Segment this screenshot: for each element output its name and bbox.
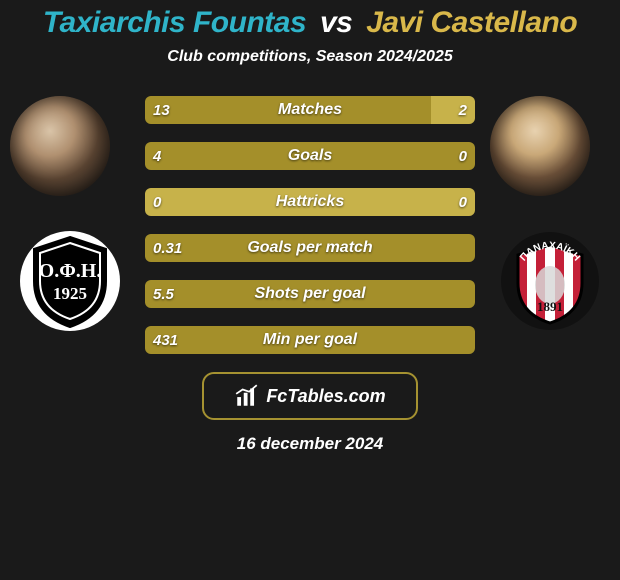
stat-value-right <box>459 326 475 354</box>
stat-value-left: 5.5 <box>145 280 182 308</box>
stat-label: Min per goal <box>145 326 475 354</box>
stat-label: Hattricks <box>145 188 475 216</box>
comparison-title: Taxiarchis Fountas vs Javi Castellano <box>0 0 620 40</box>
stat-value-right: 0 <box>451 188 475 216</box>
stat-value-right <box>459 280 475 308</box>
stat-row: Matches13 2 <box>145 96 475 124</box>
stat-value-right: 0 <box>451 142 475 170</box>
club-left-badge: Ο.Φ.Η. 1925 <box>20 231 120 331</box>
stat-value-left: 431 <box>145 326 186 354</box>
club-left-letters: Ο.Φ.Η. <box>39 260 102 282</box>
stat-value-right <box>459 234 475 262</box>
player-right-avatar <box>490 96 590 196</box>
stat-row: Min per goal431 <box>145 326 475 354</box>
stat-value-right: 2 <box>451 96 475 124</box>
player-left-avatar <box>10 96 110 196</box>
vs-separator: vs <box>320 6 352 39</box>
player-left-name: Taxiarchis Fountas <box>43 6 306 39</box>
source-brand-text: FcTables.com <box>266 386 385 407</box>
stat-bars: Matches132Goals40Hattricks00Goals per ma… <box>145 96 475 354</box>
stat-value-left: 0 <box>145 188 169 216</box>
snapshot-date: 16 december 2024 <box>0 434 620 454</box>
stat-label: Goals per match <box>145 234 475 262</box>
club-left-year: 1925 <box>53 284 87 303</box>
club-left-shield-icon: Ο.Φ.Η. 1925 <box>20 231 120 331</box>
chart-icon <box>234 383 260 409</box>
stat-label: Matches <box>145 96 475 124</box>
player-right-name: Javi Castellano <box>366 6 577 39</box>
stat-row: Hattricks0 0 <box>145 188 475 216</box>
stat-value-left: 0.31 <box>145 234 190 262</box>
club-right-year: 1891 <box>537 299 563 314</box>
stat-value-left: 13 <box>145 96 178 124</box>
stat-label: Shots per goal <box>145 280 475 308</box>
stat-label: Goals <box>145 142 475 170</box>
comparison-body: Ο.Φ.Η. 1925 ΠΑΝΑΧΑΪΚΗ 1891 Matches132Goa <box>0 96 620 354</box>
club-right-crest-icon: ΠΑΝΑΧΑΪΚΗ 1891 <box>500 231 600 331</box>
club-right-badge: ΠΑΝΑΧΑΪΚΗ 1891 <box>500 231 600 331</box>
stat-row: Goals4 0 <box>145 142 475 170</box>
subtitle: Club competitions, Season 2024/2025 <box>0 48 620 66</box>
stat-value-left: 4 <box>145 142 169 170</box>
stat-row: Goals per match0.31 <box>145 234 475 262</box>
stat-row: Shots per goal5.5 <box>145 280 475 308</box>
source-badge: FcTables.com <box>202 372 418 420</box>
